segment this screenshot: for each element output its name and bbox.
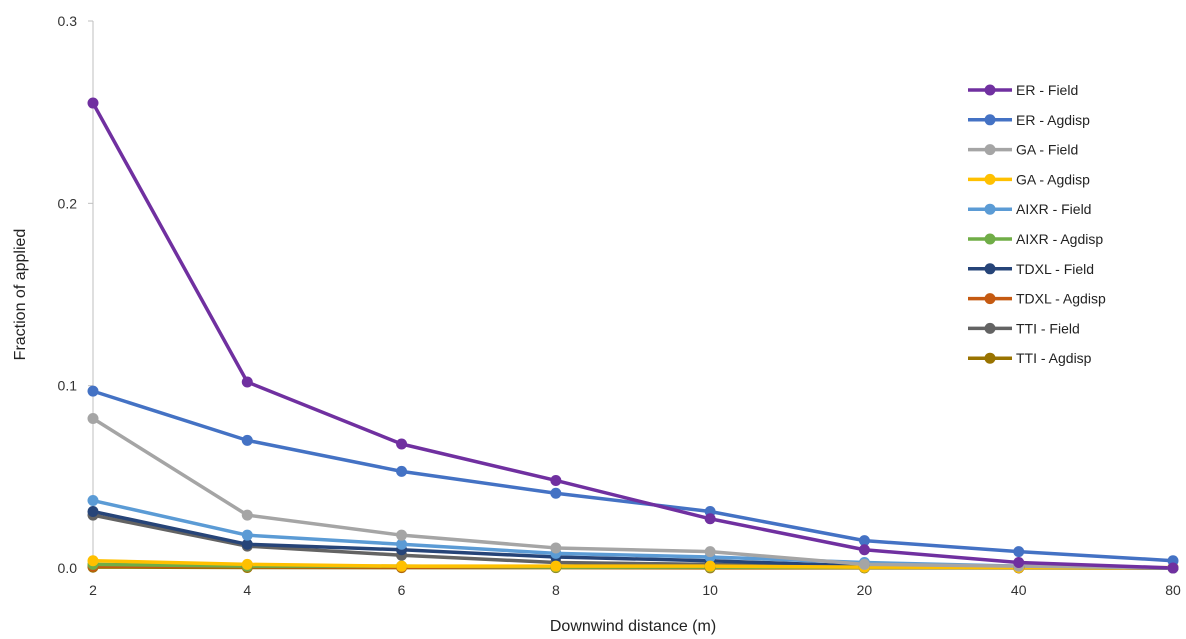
data-point-ga-field — [704, 546, 716, 558]
data-point-ga-agdisp — [396, 560, 408, 572]
legend-marker-tdxl-agdisp — [984, 293, 996, 305]
legend: ER - Field ER - Agdisp GA - Field GA - Agdi… — [968, 82, 1106, 366]
x-tick-label: 8 — [552, 582, 560, 598]
x-tick-label: 6 — [398, 582, 406, 598]
legend-label-tti-agdisp: TTI - Agdisp — [1016, 350, 1092, 366]
legend-marker-er-agdisp — [984, 114, 996, 126]
x-tick-label: 40 — [1011, 582, 1027, 598]
series-lines — [91, 102, 1174, 570]
data-point-er-agdisp — [396, 465, 408, 477]
series-points — [87, 97, 1179, 574]
legend-marker-aixr-field — [984, 203, 996, 215]
y-tick-label: 0.2 — [58, 195, 78, 211]
series-line-tdxl-field — [92, 509, 1174, 570]
data-point-er-field — [704, 513, 716, 525]
series-line-ga-field — [92, 417, 1174, 570]
series-line-er-field — [91, 102, 1174, 570]
x-axis-title: Downwind distance (m) — [550, 618, 716, 635]
legend-label-ga-agdisp: GA - Agdisp — [1016, 171, 1090, 187]
data-point-ga-field — [858, 558, 870, 570]
data-point-ga-agdisp — [87, 555, 99, 567]
data-point-er-field — [241, 376, 253, 388]
data-point-er-field — [1167, 562, 1179, 574]
data-point-ga-field — [550, 542, 562, 554]
y-tick-label: 0.3 — [58, 13, 78, 29]
legend-marker-tti-agdisp — [984, 352, 996, 364]
data-point-er-field — [396, 438, 408, 450]
legend-marker-tti-field — [984, 322, 996, 334]
x-tick-label: 4 — [243, 582, 251, 598]
legend-marker-ga-field — [984, 144, 996, 156]
legend-marker-er-field — [984, 84, 996, 96]
data-point-er-agdisp — [858, 535, 870, 547]
data-point-er-field — [550, 474, 562, 486]
legend-label-er-agdisp: ER - Agdisp — [1016, 112, 1090, 128]
y-tick-labels: 0.0 0.1 0.2 0.3 — [58, 13, 78, 576]
data-point-ga-field — [396, 529, 408, 541]
legend-marker-aixr-agdisp — [984, 233, 996, 245]
legend-label-aixr-agdisp: AIXR - Agdisp — [1016, 231, 1103, 247]
x-tick-label: 2 — [89, 582, 97, 598]
legend-label-tdxl-agdisp: TDXL - Agdisp — [1016, 291, 1106, 307]
data-point-er-field — [87, 97, 99, 109]
legend-label-er-field: ER - Field — [1016, 82, 1078, 98]
legend-label-ga-field: GA - Field — [1016, 142, 1078, 158]
data-point-tdxl-field — [87, 505, 99, 517]
x-tick-label: 10 — [702, 582, 718, 598]
data-point-aixr-field — [87, 495, 99, 507]
data-point-aixr-field — [241, 529, 253, 541]
legend-marker-ga-agdisp — [984, 173, 996, 185]
x-tick-label: 20 — [857, 582, 873, 598]
data-point-er-agdisp — [241, 434, 253, 446]
data-point-er-field — [858, 544, 870, 556]
y-axis-title: Fraction of applied — [12, 229, 29, 361]
data-point-tdxl-field — [241, 538, 253, 550]
data-point-ga-field — [87, 412, 99, 424]
series-line-er-agdisp — [92, 389, 1174, 563]
legend-label-tti-field: TTI - Field — [1016, 320, 1080, 336]
x-tick-label: 80 — [1165, 582, 1181, 598]
x-tick-labels: 2 4 6 8 10 20 40 80 — [89, 582, 1181, 598]
data-point-er-agdisp — [550, 487, 562, 499]
data-point-er-field — [1013, 557, 1025, 569]
data-point-er-agdisp — [87, 385, 99, 397]
y-tick-label: 0.0 — [58, 560, 78, 576]
y-tick-label: 0.1 — [58, 378, 78, 394]
data-point-aixr-field — [396, 538, 408, 550]
data-point-ga-agdisp — [241, 558, 253, 570]
legend-label-tdxl-field: TDXL - Field — [1016, 261, 1094, 277]
data-point-ga-agdisp — [550, 560, 562, 572]
data-point-er-agdisp — [1013, 546, 1025, 558]
data-point-ga-field — [241, 509, 253, 521]
data-point-ga-agdisp — [704, 560, 716, 572]
legend-marker-tdxl-field — [984, 263, 996, 275]
legend-label-aixr-field: AIXR - Field — [1016, 201, 1091, 217]
